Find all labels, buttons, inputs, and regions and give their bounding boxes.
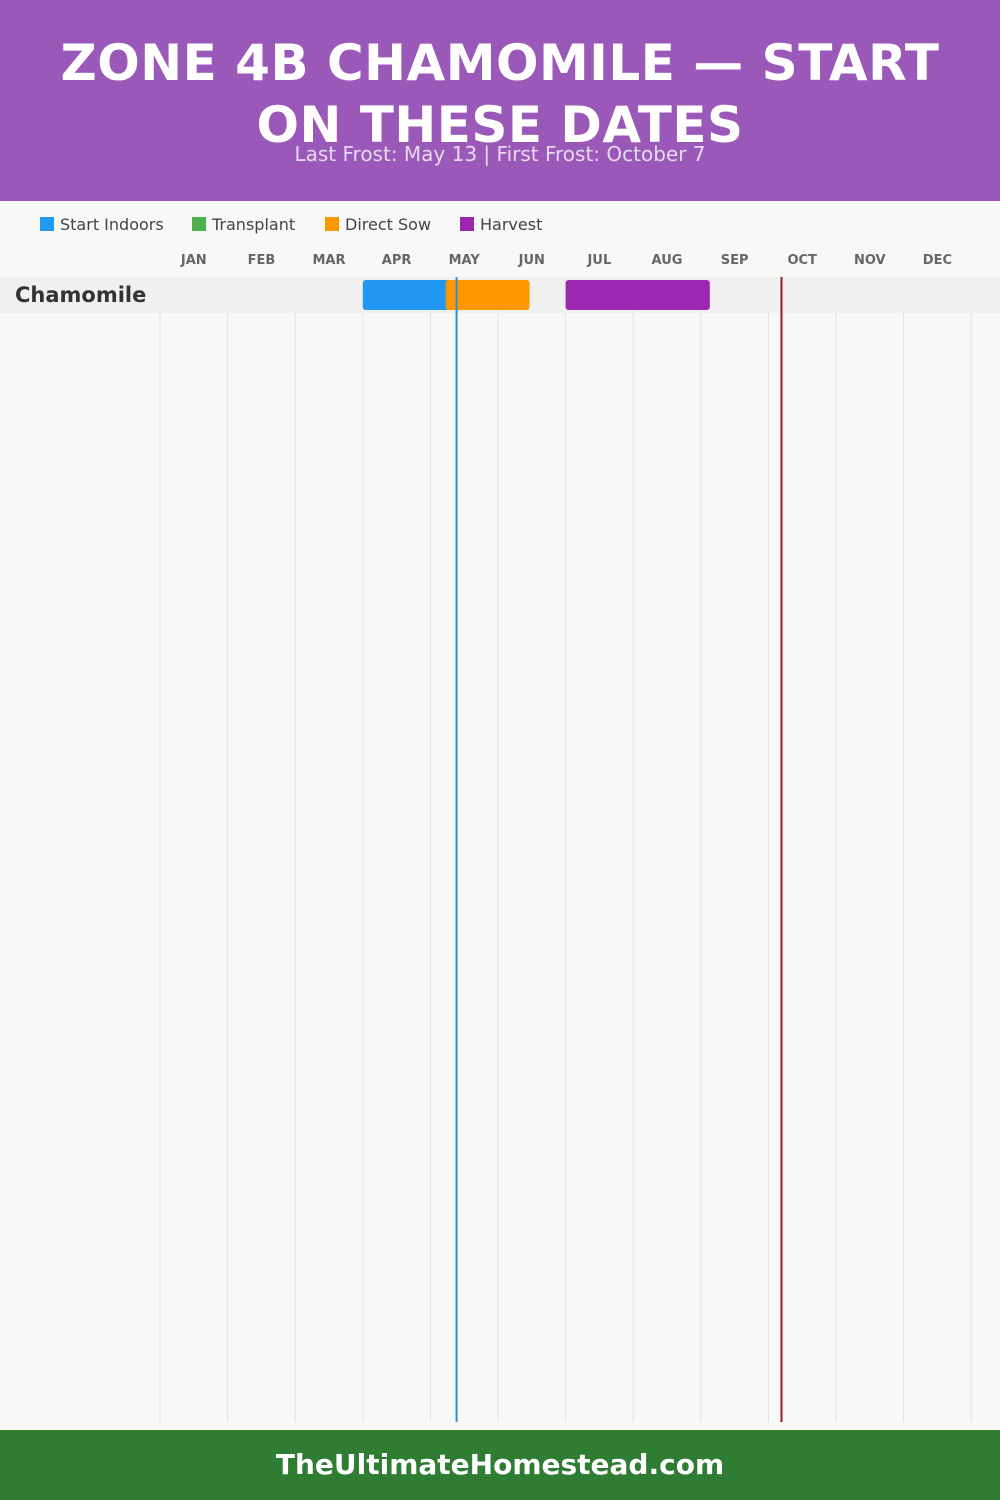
- row-label: Chamomile: [15, 283, 146, 307]
- month-tick-label: FEB: [248, 253, 276, 268]
- month-tick-label: JUN: [518, 253, 545, 268]
- legend-item-start-indoors: Start Indoors: [40, 215, 164, 235]
- month-tick-label: NOV: [854, 253, 886, 268]
- legend-swatch-transplant: [192, 217, 206, 231]
- footer-site-link[interactable]: TheUltimateHomestead.com: [275, 1448, 725, 1481]
- month-tick-label: APR: [382, 253, 412, 268]
- month-tick-label: DEC: [923, 253, 952, 268]
- bar-start-indoors: [362, 280, 457, 310]
- legend-swatch-direct-sow: [325, 217, 339, 231]
- legend-label-start-indoors: Start Indoors: [60, 215, 164, 234]
- legend-label-direct-sow: Direct Sow: [345, 215, 432, 234]
- legend-label-transplant: Transplant: [212, 215, 296, 234]
- bar-harvest: [565, 280, 710, 310]
- bar-direct-sow: [445, 280, 530, 310]
- legend-item-direct-sow: Direct Sow: [325, 215, 431, 235]
- legend-swatch-harvest: [460, 217, 474, 231]
- month-tick-label: OCT: [787, 253, 817, 268]
- month-tick-label: JAN: [180, 253, 207, 268]
- legend-swatch-start-indoors: [40, 217, 54, 231]
- planting-chart: JAN FEB MAR APR MAY JUN JUL AUG SEP OCT NOV DEC Cham…: [0, 253, 1000, 1422]
- page-title: ZONE 4B CHAMOMILE — START ON THESE DATES: [60, 34, 940, 154]
- footer-banner: TheUltimateHomestead.com: [0, 1430, 1000, 1500]
- month-tick-label: MAY: [449, 253, 481, 268]
- legend-item-harvest: Harvest: [460, 215, 542, 235]
- month-tick-label: JUL: [587, 253, 612, 268]
- month-tick-label: MAR: [312, 253, 345, 268]
- month-tick-label: SEP: [721, 253, 749, 268]
- legend-item-transplant: Transplant: [192, 215, 295, 235]
- month-tick-label: AUG: [652, 253, 683, 268]
- header-banner: ZONE 4B CHAMOMILE — START ON THESE DATES…: [0, 0, 1000, 201]
- frost-dates-subtitle: Last Frost: May 13 | First Frost: Octobe…: [294, 142, 706, 166]
- legend-label-harvest: Harvest: [480, 215, 543, 234]
